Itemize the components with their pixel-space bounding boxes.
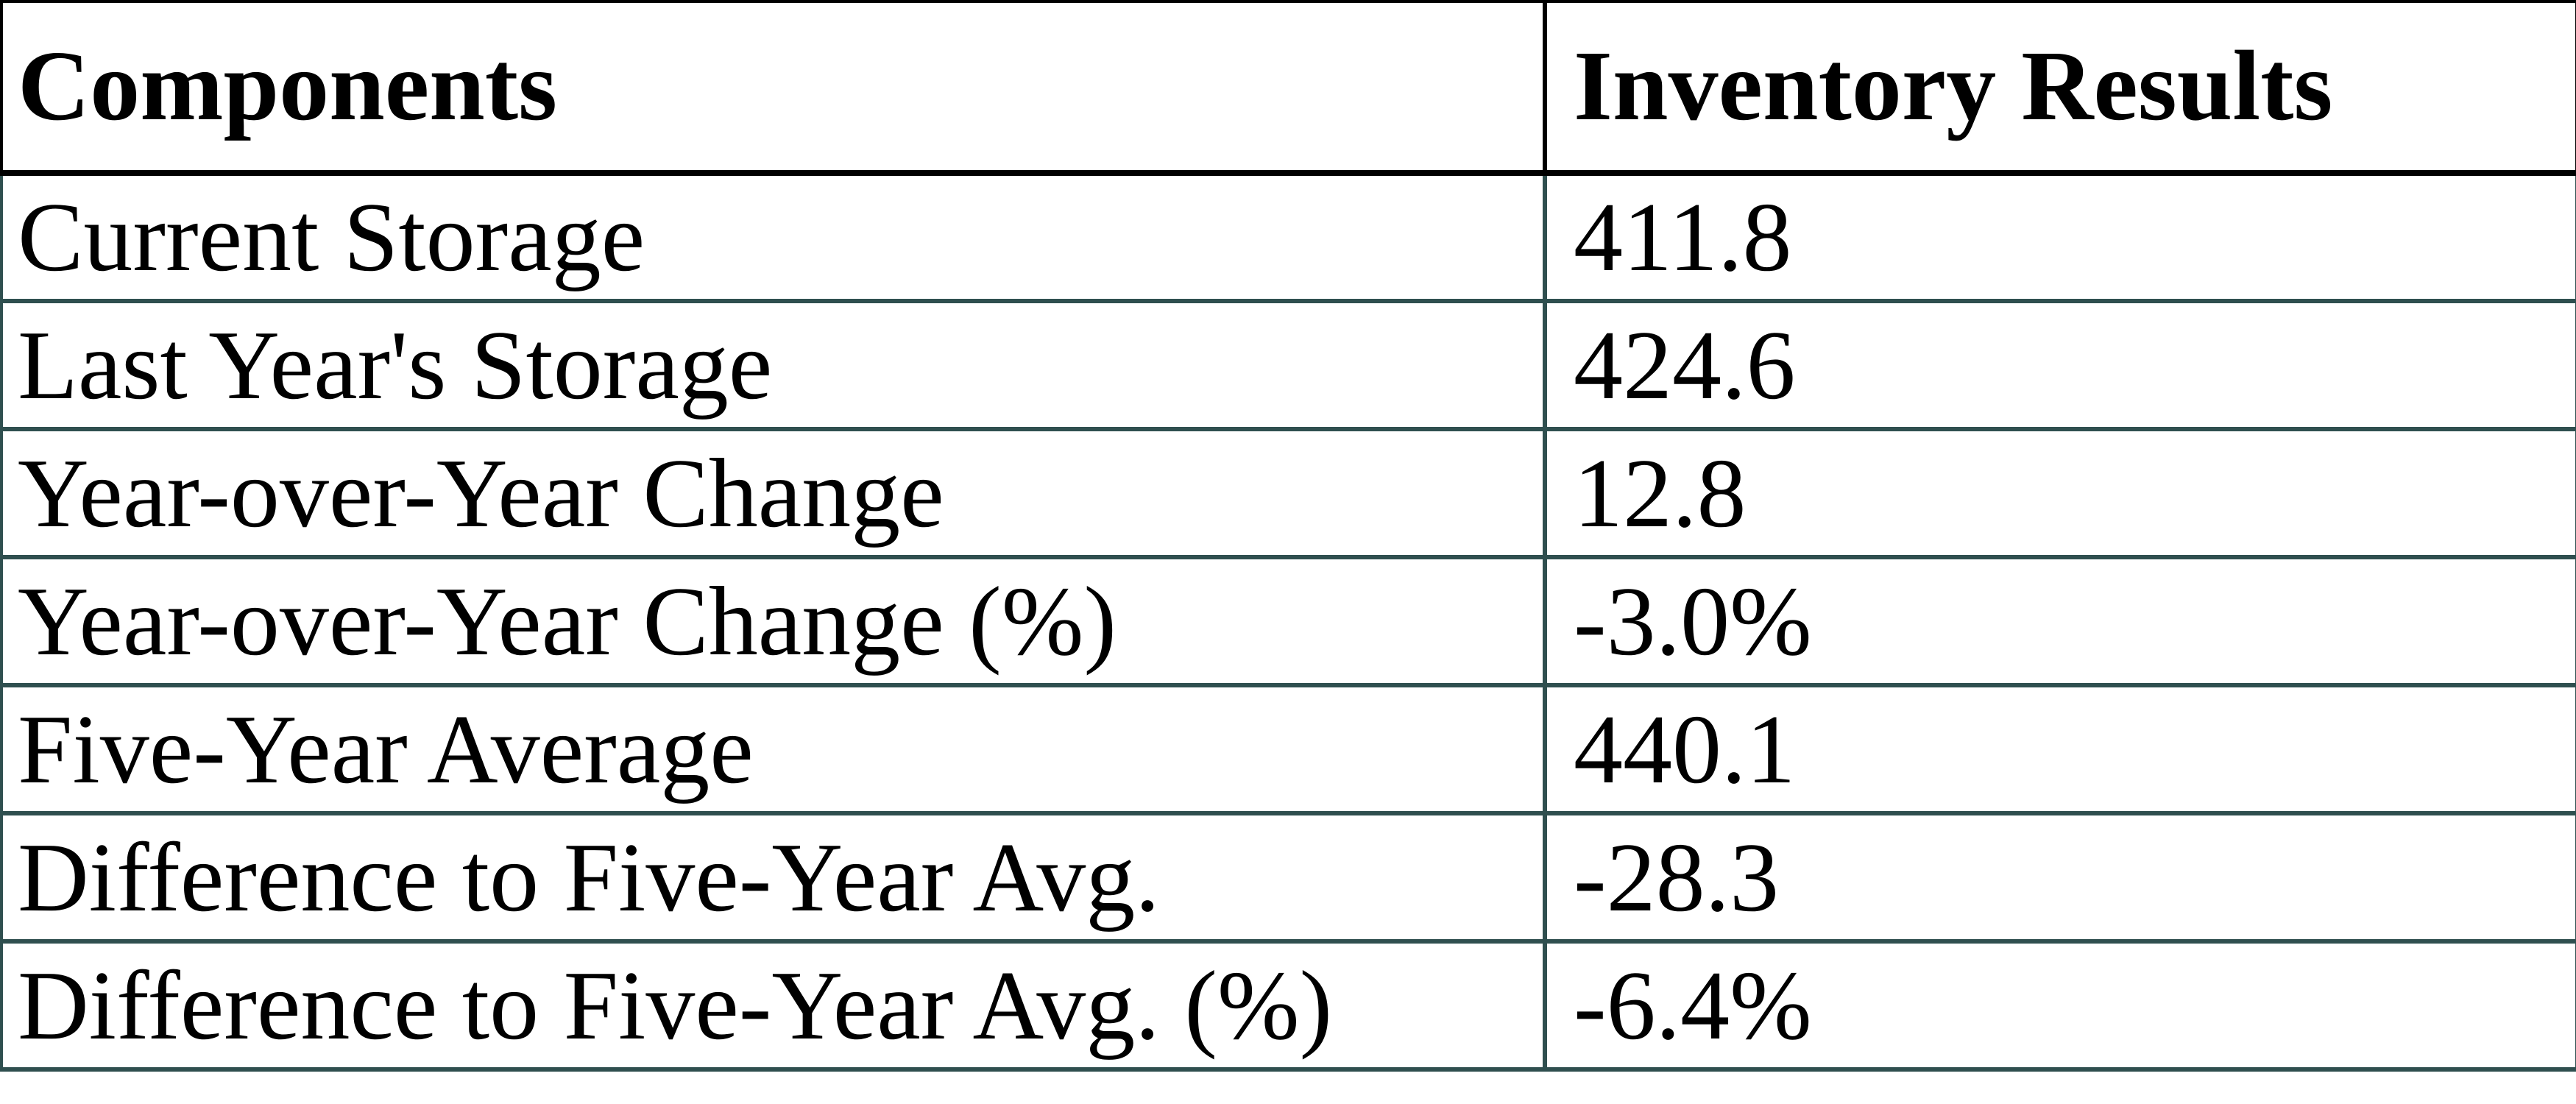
- row-value-cell: -6.4%: [1543, 939, 2576, 1072]
- row-value-cell: -3.0%: [1543, 555, 2576, 687]
- column-header-inventory-results: Inventory Results: [1545, 0, 2576, 176]
- row-label-cell: Current Storage: [0, 171, 1547, 303]
- table-row: Current Storage 411.8: [0, 171, 2576, 303]
- table-row: Difference to Five-Year Avg. -28.3: [0, 811, 2576, 944]
- row-value-cell: 440.1: [1543, 683, 2576, 815]
- row-label-cell: Year-over-Year Change: [0, 427, 1547, 559]
- table-row: Year-over-Year Change (%) -3.0%: [0, 555, 2576, 687]
- row-label-cell: Difference to Five-Year Avg.: [0, 811, 1547, 944]
- inventory-results-table: Components Inventory Results Current Sto…: [0, 0, 2576, 1072]
- row-value-cell: 424.6: [1543, 299, 2576, 431]
- row-label-cell: Last Year's Storage: [0, 299, 1547, 431]
- table-row: Five-Year Average 440.1: [0, 683, 2576, 815]
- row-label-cell: Five-Year Average: [0, 683, 1547, 815]
- table-body: Current Storage 411.8 Last Year's Storag…: [0, 171, 2576, 1072]
- row-value-cell: 411.8: [1543, 171, 2576, 303]
- row-label-cell: Year-over-Year Change (%): [0, 555, 1547, 687]
- header-row: Components Inventory Results: [0, 0, 2576, 176]
- table-row: Year-over-Year Change 12.8: [0, 427, 2576, 559]
- table-header: Components Inventory Results: [0, 0, 2576, 176]
- table-row: Difference to Five-Year Avg. (%) -6.4%: [0, 939, 2576, 1072]
- column-header-components: Components: [0, 0, 1547, 176]
- table-row: Last Year's Storage 424.6: [0, 299, 2576, 431]
- row-label-cell: Difference to Five-Year Avg. (%): [0, 939, 1547, 1072]
- row-value-cell: 12.8: [1543, 427, 2576, 559]
- row-value-cell: -28.3: [1543, 811, 2576, 944]
